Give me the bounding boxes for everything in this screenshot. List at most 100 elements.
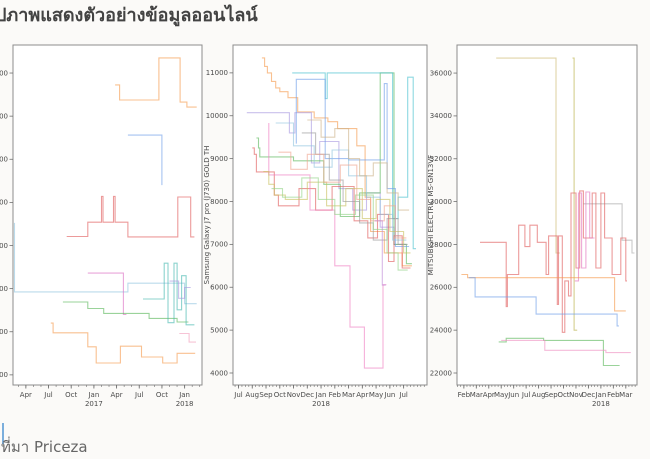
y-tick-label: 5000 [210,326,228,334]
x-year-label: 2018 [312,400,330,408]
x-year-label: 2018 [592,400,610,408]
x-tick-label: Oct [274,391,286,399]
figure-title: ปภาพแสดงตัวอย่างข้อมูลออนไลน์ [0,5,258,26]
x-tick-label: Jul [521,391,531,399]
y-tick-label: 1000 [0,285,8,293]
series-pink [268,123,387,369]
x-tick-label: Oct [557,391,569,399]
x-tick-label: Feb [329,391,342,399]
y-tick-label: 4000 [210,369,228,377]
plot-spines [456,44,638,386]
series-green [62,301,189,323]
x-tick-label: Jun [507,391,519,399]
series-khaki [496,57,560,254]
y-axis-label: Samsung Galaxy J7 pro (J730) GOLD TH [203,146,211,285]
x-tick-label: Mar [470,391,483,399]
y-tick-label: 30000 [430,198,452,206]
plot-spines [232,44,428,386]
series-pink [501,339,631,354]
y-tick-label: 24000 [430,326,452,334]
x-year-label: 2018 [176,400,194,408]
series-orange-high [115,57,197,108]
series-blue [468,277,619,327]
x-tick-label: Jan [178,391,190,399]
x-tick-label: Nov [287,391,301,399]
x-tick-label: Jun [383,391,395,399]
y-tick-label: 26000 [430,284,452,292]
y-tick-label: 8000 [210,198,228,206]
series-red [480,190,627,333]
series-lavender [169,280,191,299]
series-olive [572,57,578,331]
series-teal [143,262,195,326]
y-tick-label: 1400 [0,199,8,207]
x-tick-label: Mar [619,391,632,399]
x-tick-label: Apr [111,391,123,399]
series-blue [127,134,163,186]
y-tick-label: 1800 [0,112,8,120]
y-tick-label: 1600 [0,156,8,164]
series-blue [295,78,410,248]
x-tick-label: Oct [65,391,77,399]
series-green [498,337,620,367]
y-tick-label: 7000 [210,241,228,249]
x-tick-label: May [369,391,383,399]
series-orchid [374,220,386,286]
x-tick-label: Jan [594,391,606,399]
series-lightgreen [271,177,408,271]
x-tick-label: Aug [532,391,546,399]
y-tick-label: 11000 [206,69,228,77]
x-tick-label: Feb [607,391,620,399]
y-tick-label: 22000 [430,369,452,377]
x-tick-label: Sep [259,391,273,399]
x-tick-label: Jan [87,391,99,399]
y-tick-label: 1200 [0,242,8,250]
plot-spines [12,44,203,386]
x-tick-label: Dec [301,391,315,399]
series-magenta [87,272,127,316]
x-tick-label: Jul [43,391,53,399]
x-tick-label: Dec [582,391,596,399]
series-orange-low [50,322,196,364]
series-salmon [278,151,407,239]
y-tick-label: 10000 [206,112,228,120]
cropped-blue-line-artifact [2,423,4,444]
series-lightpink [179,332,196,343]
x-tick-label: Jan [315,391,327,399]
y-tick-label: 800 [0,328,8,336]
y-tick-label: 32000 [430,155,452,163]
y-tick-label: 36000 [430,69,452,77]
series-magenta [574,191,595,282]
y-tick-label: 6000 [210,284,228,292]
series-olive [263,170,411,254]
y-tick-label: 2000 [0,69,8,77]
series-orange [461,273,626,312]
x-tick-label: Nov [569,391,583,399]
y-tick-label: 9000 [210,155,228,163]
series-green [256,72,412,265]
series-red [66,195,195,238]
x-tick-label: Jul [398,391,408,399]
x-tick-label: Sep [544,391,558,399]
x-tick-label: May [494,391,508,399]
x-tick-label: Feb [458,391,471,399]
series-gray [583,203,635,254]
panel-3: 22000 24000 26000 28000 30000 32000 34000 36000… [427,44,638,408]
series-orange [261,57,412,267]
series-skyblue [275,122,407,241]
x-tick-label: Jul [233,391,243,399]
y-tick-label: 600 [0,371,8,379]
panel-1: 600 800 1000 1200 1400 1600 1800 2000 Apr Jul Oct J… [0,44,203,408]
series-lavender [246,112,407,245]
x-tick-label: Oct [156,391,168,399]
x-tick-label: Mar [342,391,355,399]
x-tick-label: Apr [483,391,495,399]
x-year-label: 2017 [85,400,103,408]
x-tick-label: Apr [20,391,32,399]
y-tick-label: 28000 [430,241,452,249]
x-tick-label: Jul [134,391,144,399]
x-tick-label: Aug [245,391,259,399]
source-caption: ที่มา Priceza [1,438,88,456]
